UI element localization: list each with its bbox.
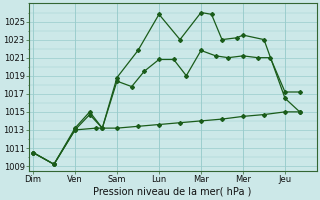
X-axis label: Pression niveau de la mer( hPa ): Pression niveau de la mer( hPa )	[93, 187, 252, 197]
